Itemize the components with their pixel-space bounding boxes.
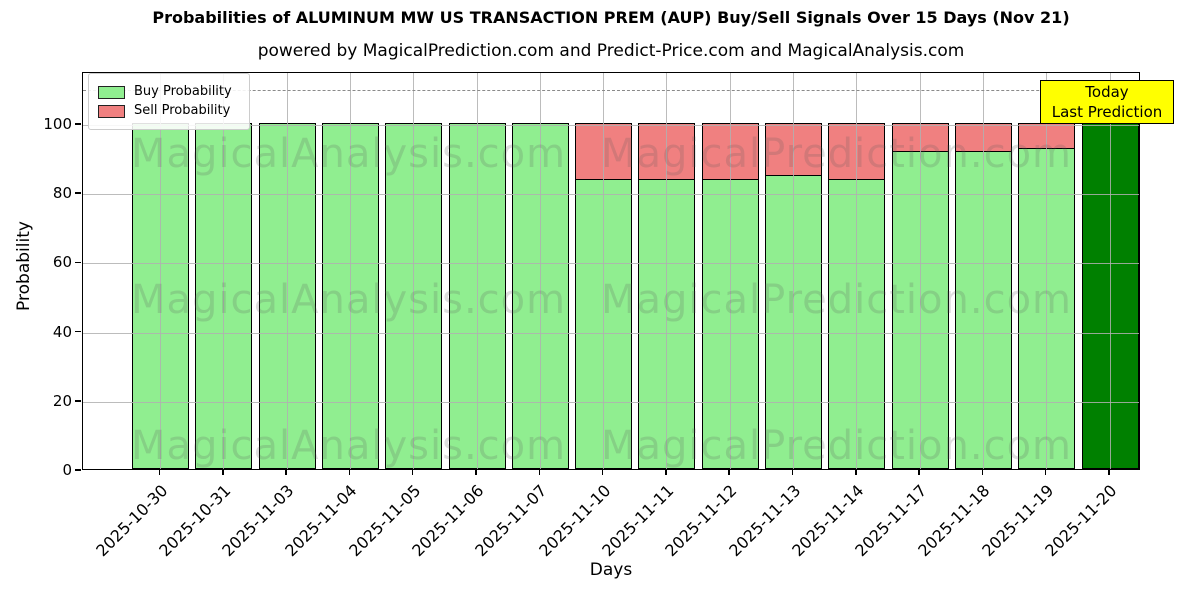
gridline-x-2025-11-03 [286,73,288,469]
ytick-mark-0 [75,469,81,471]
xtick-mark-2025-11-17 [918,470,920,475]
xtick-mark-2025-11-19 [1044,470,1047,475]
ytick-mark-20 [75,400,81,402]
legend-entry-buy: Buy Probability [98,84,240,100]
gridline-y-60 [83,263,1139,265]
xtick-mark-2025-11-13 [791,470,794,475]
gridline-x-2025-11-11 [666,73,668,469]
watermark-right-row1: MagicalPrediction.com [601,131,1072,177]
legend-entry-sell: Sell Probability [98,103,240,119]
xtick-mark-2025-10-31 [222,470,224,475]
ytick-label-0: 0 [62,461,72,479]
today-annotation-box: Today Last Prediction [1040,80,1174,124]
chart-title: Probabilities of ALUMINUM MW US TRANSACT… [152,8,1070,27]
xtick-mark-2025-11-05 [411,470,414,475]
ytick-label-100: 100 [43,114,72,133]
xtick-mark-2025-11-10 [601,470,604,475]
buy-color-swatch [98,85,125,99]
watermark-left-row2: MagicalAnalysis.com [131,277,567,323]
xtick-mark-2025-11-04 [348,470,351,475]
watermark-right-row2: MagicalPrediction.com [601,277,1072,323]
gridline-x-2025-11-07 [539,73,541,469]
gridline-x-2025-11-17 [919,73,921,469]
gridline-x-2025-10-30 [160,73,161,469]
xtick-mark-2025-10-30 [158,470,161,475]
ytick-label-60: 60 [52,253,72,272]
gridline-x-2025-11-19 [1046,73,1048,469]
ytick-label-80: 80 [52,184,72,203]
y-axis-label: Probability [14,221,34,311]
watermark-left-row1: MagicalAnalysis.com [131,131,567,177]
gridline-x-2025-11-06 [476,73,478,469]
ytick-mark-60 [75,261,81,264]
xtick-mark-2025-11-18 [981,470,984,475]
xtick-mark-2025-11-07 [538,470,541,475]
gridline-y-20 [83,401,1139,403]
watermark-right-row3: MagicalPrediction.com [601,423,1072,469]
ytick-mark-40 [75,330,81,333]
ytick-label-20: 20 [52,391,72,410]
xtick-mark-2025-11-20 [1108,470,1110,475]
x-axis-label: Days [589,560,633,580]
gridline-x-2025-11-05 [413,73,415,469]
legend: Buy Probability Sell Probability [88,73,250,130]
legend-buy-label: Buy Probability [134,84,232,99]
annotation-line1: Today [1085,83,1129,101]
plot-area: MagicalAnalysis.com MagicalPrediction.com… [82,72,1140,470]
legend-sell-label: Sell Probability [134,103,231,118]
xtick-mark-2025-11-14 [855,470,857,475]
ytick-label-40: 40 [52,322,72,341]
gridline-y-80 [83,194,1139,196]
ytick-mark-80 [75,192,81,194]
gridline-x-2025-11-10 [603,73,605,469]
gridline-x-2025-11-12 [729,73,731,469]
xtick-mark-2025-11-11 [665,470,667,475]
ytick-mark-100 [75,123,81,125]
watermark-left-row3: MagicalAnalysis.com [131,423,567,469]
gridline-x-2025-11-14 [856,73,858,469]
xtick-mark-2025-11-06 [475,470,477,475]
gridline-x-2025-11-20 [1109,73,1111,469]
gridline-x-2025-10-31 [223,73,225,469]
gridline-x-2025-11-13 [793,73,794,469]
xtick-mark-2025-11-12 [728,470,730,475]
chart-subtitle: powered by MagicalPrediction.com and Pre… [257,41,965,61]
xtick-mark-2025-11-03 [285,470,287,475]
gridline-x-2025-11-04 [349,73,351,469]
gridline-x-2025-11-18 [982,73,984,469]
sell-color-swatch [98,104,125,118]
dashed-threshold-line [83,90,1139,92]
annotation-line2: Last Prediction [1051,103,1163,121]
gridline-y-100 [83,124,1139,126]
gridline-y-40 [83,332,1139,334]
